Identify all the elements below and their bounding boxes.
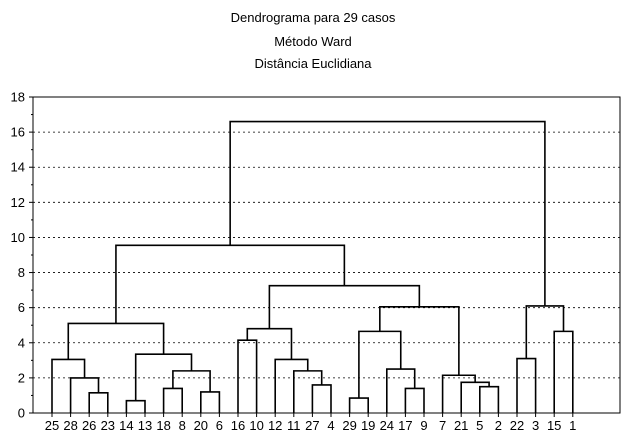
dendrogram-link <box>51 358 86 413</box>
dendrogram-link <box>237 339 258 413</box>
dendrogram-link <box>172 370 211 392</box>
dendrogram-link <box>200 391 221 413</box>
leaf-label: 25 <box>45 418 59 433</box>
leaf-label: 18 <box>156 418 170 433</box>
leaf-label: 16 <box>231 418 245 433</box>
leaf-label: 20 <box>194 418 208 433</box>
y-tick-label: 14 <box>11 160 25 175</box>
dendrogram-link <box>162 387 183 413</box>
leaf-label: 6 <box>216 418 223 433</box>
title-line-2: Método Ward <box>274 34 352 49</box>
leaf-label: 4 <box>327 418 334 433</box>
dendrogram-link <box>69 377 100 413</box>
dendrogram-link <box>553 330 574 413</box>
y-tick-label: 4 <box>18 335 25 350</box>
dendrogram-link <box>67 322 165 360</box>
leaf-label: 17 <box>398 418 412 433</box>
leaf-label: 10 <box>249 418 263 433</box>
dendrogram-link <box>115 244 346 324</box>
leaf-label: 8 <box>179 418 186 433</box>
dendrogram-link <box>134 353 193 401</box>
y-tick-label: 18 <box>11 90 25 105</box>
dendrogram-link <box>358 330 402 399</box>
leaf-label: 1 <box>569 418 576 433</box>
y-tick-label: 8 <box>18 265 25 280</box>
leaf-label: 5 <box>476 418 483 433</box>
leaf-label: 29 <box>342 418 356 433</box>
dendrogram-links <box>51 120 574 413</box>
dendrogram-link <box>348 397 369 413</box>
dendrogram-link <box>88 392 109 413</box>
leaf-label: 14 <box>119 418 133 433</box>
dendrogram-link <box>479 385 500 413</box>
plot-frame <box>32 96 621 414</box>
dendrogram-link <box>229 120 546 306</box>
leaf-label: 12 <box>268 418 282 433</box>
leaf-label: 13 <box>138 418 152 433</box>
y-tick-label: 0 <box>18 406 25 421</box>
dendrogram-link <box>274 358 309 413</box>
grid-lines <box>33 131 620 379</box>
y-tick-label: 10 <box>11 230 25 245</box>
dendrogram-link <box>386 368 416 413</box>
leaf-label: 7 <box>439 418 446 433</box>
leaf-label: 26 <box>82 418 96 433</box>
leaf-label: 21 <box>454 418 468 433</box>
dendrogram-link <box>516 357 537 413</box>
title-line-3: Distância Euclidiana <box>254 56 372 71</box>
chart-title: Dendrograma para 29 casos Método Ward Di… <box>231 10 396 71</box>
leaf-labels: 25 28 26 23 14 13 18 8 20 6 16 10 12 11 27 4 29 19 24 17 9 7 2… <box>45 413 576 433</box>
leaf-label: 2 <box>495 418 502 433</box>
dendrogram-link <box>404 387 425 413</box>
leaf-label: 19 <box>361 418 375 433</box>
dendrogram-link <box>460 381 490 413</box>
dendrogram-link <box>293 370 323 413</box>
dendrogram-link <box>525 305 565 359</box>
leaf-label: 24 <box>380 418 394 433</box>
dendrogram-link <box>311 384 332 413</box>
leaf-label: 9 <box>420 418 427 433</box>
leaf-label: 11 <box>287 418 301 433</box>
leaf-label: 22 <box>510 418 524 433</box>
dendrogram-link <box>246 327 293 360</box>
dendrogram-link <box>125 399 146 413</box>
y-tick-label: 6 <box>18 300 25 315</box>
y-tick-label: 12 <box>11 195 25 210</box>
leaf-label: 28 <box>63 418 77 433</box>
y-axis: 0 2 4 6 8 10 12 14 16 18 <box>11 90 33 421</box>
leaf-label: 3 <box>532 418 539 433</box>
leaf-label: 27 <box>305 418 319 433</box>
dendrogram-link <box>441 374 476 413</box>
leaf-label: 23 <box>101 418 115 433</box>
y-tick-label: 16 <box>11 125 25 140</box>
title-line-1: Dendrograma para 29 casos <box>231 10 396 25</box>
y-tick-label: 2 <box>18 370 25 385</box>
dendrogram-link <box>379 305 460 376</box>
leaf-label: 15 <box>547 418 561 433</box>
